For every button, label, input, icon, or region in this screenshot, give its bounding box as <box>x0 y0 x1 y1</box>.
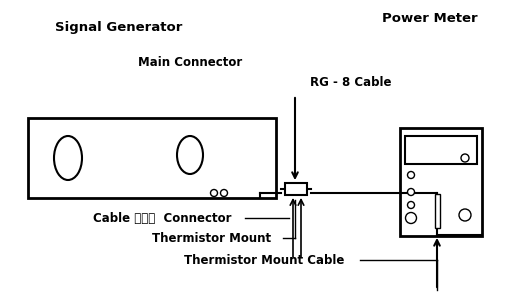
Circle shape <box>408 172 414 178</box>
Bar <box>405 136 477 164</box>
Circle shape <box>459 209 471 221</box>
Bar <box>28 118 276 198</box>
Circle shape <box>211 189 218 197</box>
Ellipse shape <box>54 136 82 180</box>
Text: Signal Generator: Signal Generator <box>55 21 182 34</box>
Bar <box>435 194 440 228</box>
Circle shape <box>408 201 414 208</box>
Circle shape <box>408 188 414 195</box>
Text: RG - 8 Cable: RG - 8 Cable <box>310 76 391 88</box>
Text: Thermistor Mount: Thermistor Mount <box>152 232 271 245</box>
Bar <box>400 128 482 236</box>
Circle shape <box>406 213 417 223</box>
Circle shape <box>461 154 469 162</box>
Text: Cable 연결용  Connector: Cable 연결용 Connector <box>93 211 231 224</box>
Text: Power Meter: Power Meter <box>382 11 478 24</box>
Text: Main Connector: Main Connector <box>138 56 242 69</box>
Text: Thermistor Mount Cable: Thermistor Mount Cable <box>184 253 344 266</box>
Circle shape <box>221 189 228 197</box>
Ellipse shape <box>177 136 203 174</box>
Bar <box>285 183 307 195</box>
